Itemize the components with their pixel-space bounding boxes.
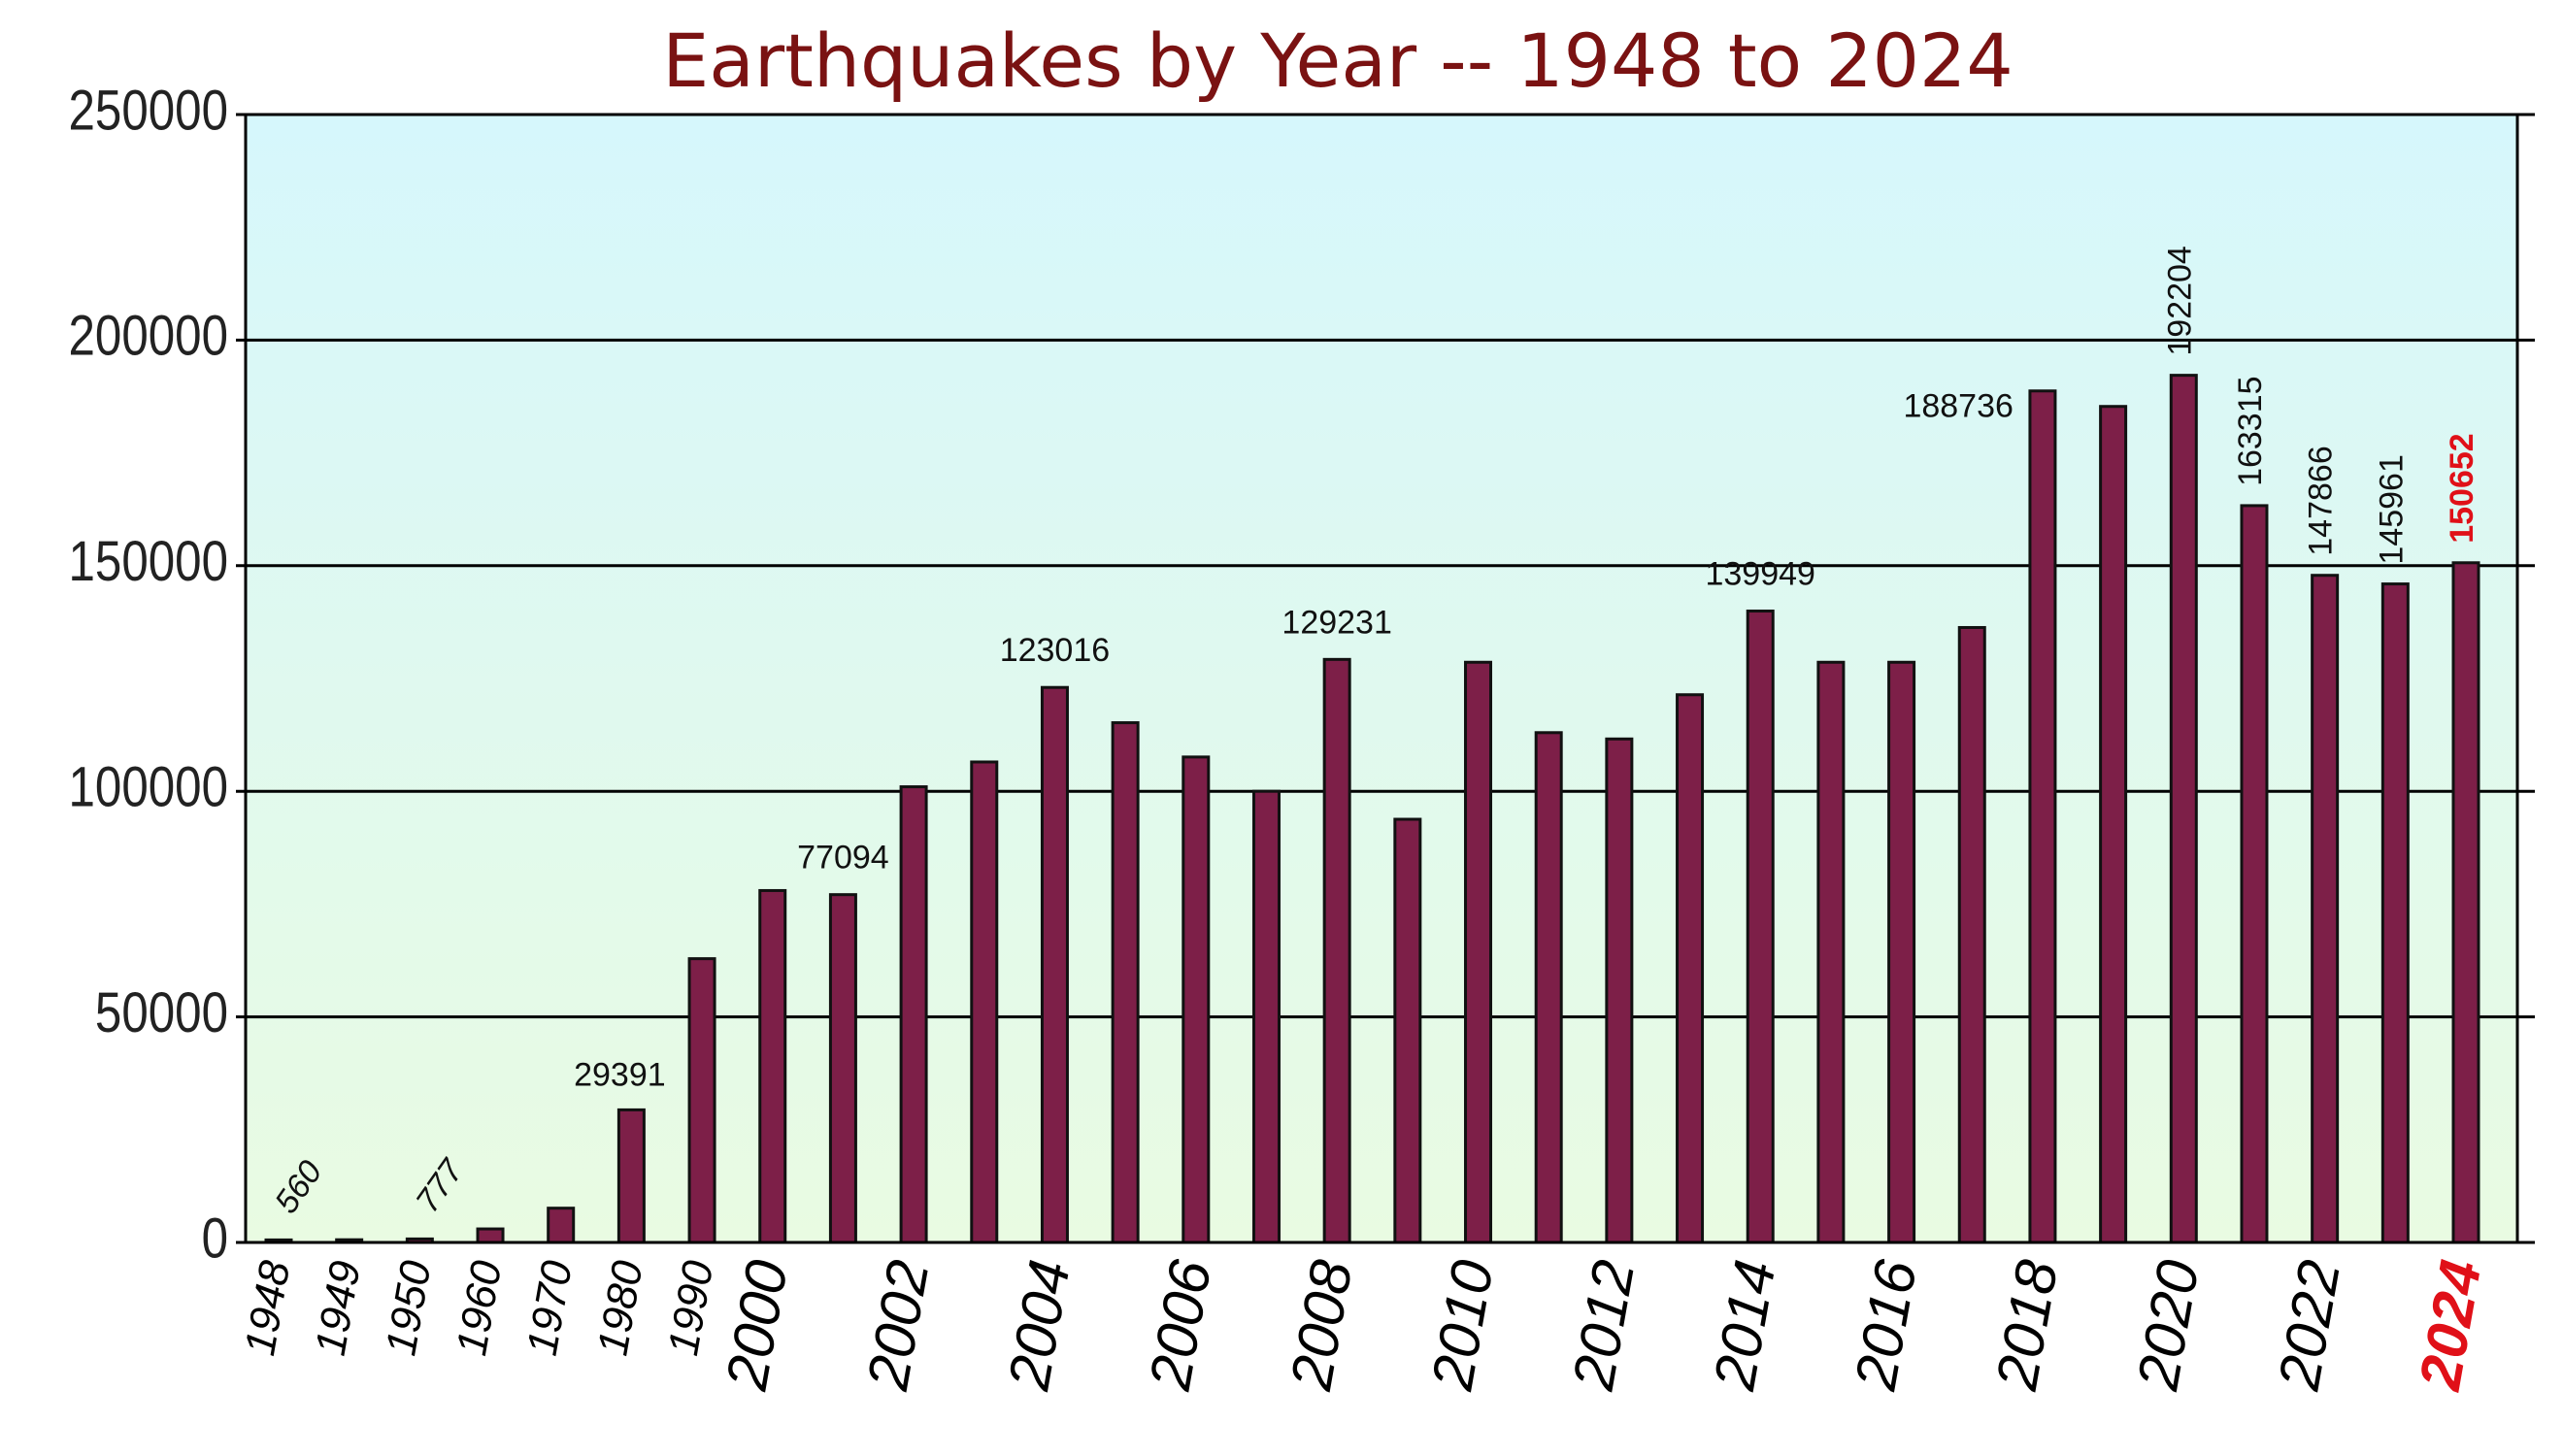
x-tick-label: 2002 <box>854 1255 941 1395</box>
y-tick-label: 250000 <box>69 80 228 143</box>
x-tick-label: 2000 <box>714 1255 800 1395</box>
x-tick-label: 2004 <box>996 1255 1082 1395</box>
y-tick-label: 100000 <box>69 756 228 819</box>
x-tick-label: 2010 <box>1419 1255 1506 1395</box>
value-label: 147866 <box>2303 446 2340 555</box>
y-tick-label: 50000 <box>95 981 228 1044</box>
bar <box>2451 561 2480 1244</box>
value-label: 192204 <box>2161 246 2198 355</box>
bar <box>1605 737 1634 1244</box>
bar <box>1816 660 1846 1244</box>
value-label: 123016 <box>1000 632 1110 669</box>
x-tick-label: 1970 <box>518 1257 582 1359</box>
bar <box>970 760 999 1244</box>
x-tick-label: 2024 <box>2407 1255 2493 1395</box>
bar <box>1676 693 1705 1244</box>
bar <box>1464 660 1493 1244</box>
x-tick-label: 2006 <box>1137 1255 1223 1396</box>
bar <box>2311 574 2340 1244</box>
bar <box>1182 755 1211 1244</box>
x-tick-label: 2012 <box>1560 1255 1647 1395</box>
bar <box>1393 817 1422 1244</box>
value-label: 129231 <box>1282 604 1391 641</box>
value-label: 29391 <box>574 1056 666 1093</box>
bar <box>1887 660 1916 1244</box>
chart-title: Earthquakes by Year -- 1948 to 2024 <box>662 17 2014 104</box>
bar <box>758 888 787 1244</box>
bar <box>2240 504 2269 1244</box>
x-tick-label: 1948 <box>236 1257 299 1359</box>
value-label: 139949 <box>1705 556 1814 593</box>
bar <box>1251 789 1281 1244</box>
x-tick-label: 2014 <box>1701 1255 1787 1395</box>
value-label: 188736 <box>1903 388 2013 425</box>
bar <box>547 1207 576 1244</box>
bar <box>2028 389 2057 1244</box>
x-tick-label: 1980 <box>588 1257 651 1359</box>
y-tick-label: 0 <box>202 1208 228 1271</box>
value-label: 77094 <box>797 840 889 877</box>
bar <box>2380 582 2410 1244</box>
x-tick-label: 2022 <box>2266 1255 2352 1395</box>
bar <box>828 893 857 1244</box>
value-label: 163315 <box>2232 376 2269 485</box>
bar <box>2169 374 2198 1244</box>
y-tick-label: 200000 <box>69 305 228 368</box>
bar <box>1957 625 1986 1244</box>
bar <box>899 785 928 1244</box>
y-tick-label: 150000 <box>69 530 228 593</box>
x-tick-label: 1949 <box>307 1257 370 1359</box>
x-tick-label: 1960 <box>448 1257 511 1359</box>
x-tick-label: 2020 <box>2124 1255 2211 1395</box>
bar <box>687 957 716 1244</box>
x-tick-label: 2008 <box>1278 1255 1364 1396</box>
bar <box>1040 685 1069 1244</box>
x-tick-label: 1990 <box>659 1257 722 1359</box>
value-label: 145961 <box>2373 454 2410 564</box>
bar <box>1746 610 1775 1244</box>
bar <box>476 1227 505 1244</box>
plot-background <box>246 115 2517 1242</box>
bar <box>1534 731 1563 1244</box>
bar <box>1111 721 1140 1244</box>
bar <box>616 1108 646 1244</box>
x-tick-label: 1950 <box>377 1257 440 1359</box>
x-tick-label: 2018 <box>1983 1255 2070 1396</box>
x-tick-label: 2016 <box>1843 1255 1929 1396</box>
value-label: 150652 <box>2444 433 2480 543</box>
bar <box>1322 657 1351 1244</box>
bar <box>2099 405 2128 1244</box>
